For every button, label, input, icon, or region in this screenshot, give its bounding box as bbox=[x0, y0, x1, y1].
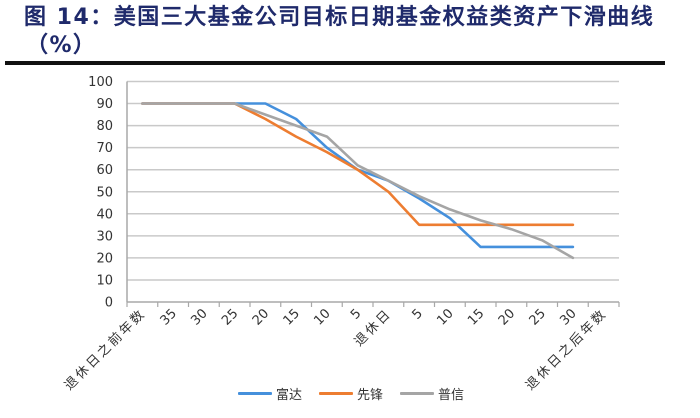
y-tick-label: 10 bbox=[96, 273, 113, 288]
legend-label: 普信 bbox=[438, 387, 465, 403]
x-tick-label: 15 bbox=[465, 306, 487, 328]
y-tick-label: 20 bbox=[96, 251, 113, 266]
legend-line-swatch-icon bbox=[238, 391, 272, 395]
legend-line-swatch-icon bbox=[319, 391, 353, 395]
y-tick-label: 80 bbox=[96, 119, 113, 134]
x-tick-label: 10 bbox=[434, 306, 456, 328]
x-tick-label: 35 bbox=[158, 306, 180, 328]
y-tick-label: 50 bbox=[96, 185, 113, 200]
y-tick-label: 40 bbox=[96, 207, 113, 222]
title-rule-divider bbox=[5, 61, 665, 65]
y-tick-label: 90 bbox=[96, 97, 113, 112]
x-tick-label: 5 bbox=[409, 306, 425, 322]
y-tick-label: 60 bbox=[96, 163, 113, 178]
x-tick-label: 25 bbox=[219, 306, 241, 328]
x-tick-label: 15 bbox=[281, 306, 303, 328]
x-tick-label: 30 bbox=[557, 306, 579, 328]
legend-item-vanguard: 先锋 bbox=[319, 384, 384, 403]
legend-label: 富达 bbox=[276, 387, 303, 403]
figure-title: 图 14：美国三大基金公司目标日期基金权益类资产下滑曲线 bbox=[24, 5, 655, 30]
y-tick-label: 0 bbox=[105, 296, 113, 311]
y-tick-label: 100 bbox=[88, 75, 113, 90]
x-tick-label: 25 bbox=[527, 306, 549, 328]
x-tick-label: 5 bbox=[348, 306, 364, 322]
legend-item-trowe: 普信 bbox=[400, 384, 465, 403]
figure-title-unit: （%） bbox=[26, 33, 97, 58]
x-tick-label: 10 bbox=[311, 306, 333, 328]
y-tick-label: 70 bbox=[96, 141, 113, 156]
series-line bbox=[141, 102, 575, 260]
legend-item-fidelity: 富达 bbox=[238, 384, 303, 403]
x-tick-label: 20 bbox=[250, 306, 272, 328]
legend-label: 先锋 bbox=[357, 387, 384, 403]
x-tick-label: 20 bbox=[496, 306, 518, 328]
x-tick-label: 30 bbox=[188, 306, 210, 328]
legend-line-swatch-icon bbox=[400, 391, 434, 395]
x-tick-label: 退休日之前年数 bbox=[61, 306, 149, 394]
y-tick-label: 30 bbox=[96, 229, 113, 244]
